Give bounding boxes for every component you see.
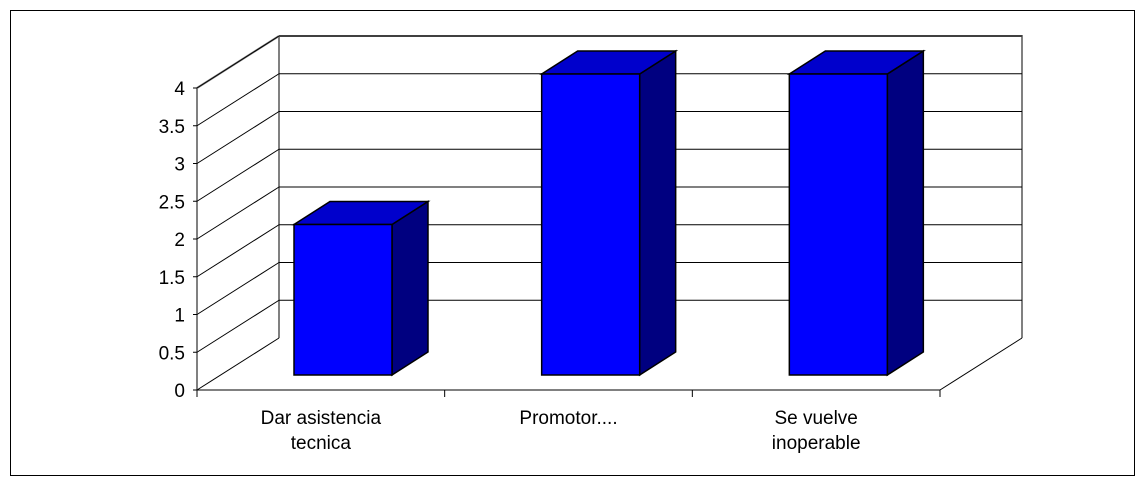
y-tick-label: 1 [174,306,185,327]
gridline-side [196,224,280,278]
x-category-label: Se vuelve inoperable [772,408,861,454]
gridline-side [196,262,280,315]
y-tick-label: 2 [174,230,185,251]
chart-frame [10,10,1135,476]
bar-front-face [788,73,889,376]
gridline-side [196,73,280,127]
x-axis-ticks [196,390,941,397]
bar [786,49,926,377]
x-category-label-line: Se vuelve [774,408,857,429]
y-tick-label: 1.5 [159,268,185,289]
gridline-side [196,186,280,240]
bar-front-face [540,73,641,376]
gridline-side-base [196,337,280,391]
x-category-label-line: Promotor.... [519,408,617,429]
x-category-label-line: tecnica [291,433,352,454]
floor-right-edge [939,337,1023,391]
y-axis-ticks: 0 0.5 1 1.5 2 2.5 3 3.5 4 [159,79,197,402]
bars [291,49,926,377]
gridline-side [196,35,280,89]
x-axis-labels: Dar asistencia tecnica Promotor.... Se vuel… [261,408,861,454]
x-category-label: Dar asistencia tecnica [261,408,382,454]
x-category-label-line: inoperable [772,433,861,454]
bar-side-face [391,200,429,377]
bar-side-face [886,49,925,377]
gridline-side [196,148,280,202]
y-tick-label: 2.5 [159,192,185,213]
gridline-side [196,111,280,164]
bar [539,49,679,377]
bar [291,200,431,377]
y-tick-label: 3.5 [159,117,185,138]
y-tick-label: 0.5 [159,343,185,364]
gridline-side [196,299,280,353]
y-tick-label: 4 [174,79,185,100]
bar-front-face [293,223,393,376]
y-tick-label: 0 [174,381,185,402]
bar-side-face [638,49,677,377]
x-category-label-line: Dar asistencia [261,408,382,429]
y-tick-label: 3 [174,155,185,176]
x-category-label: Promotor.... [519,408,617,429]
